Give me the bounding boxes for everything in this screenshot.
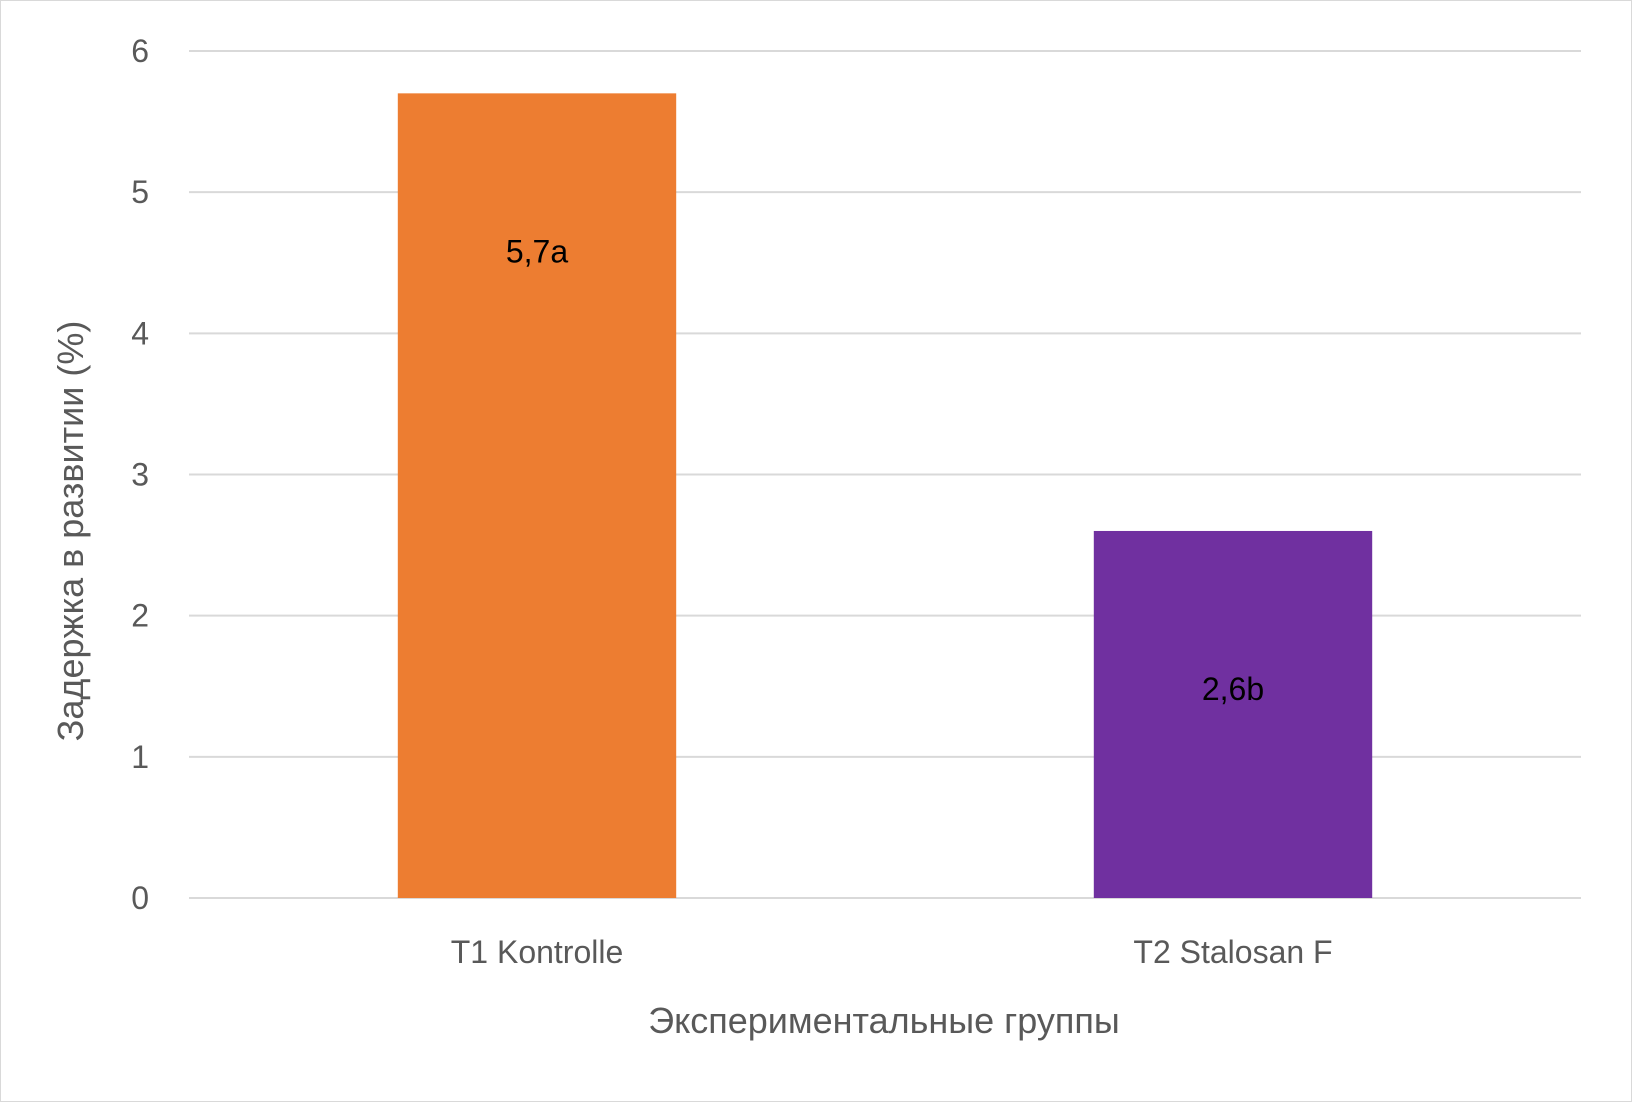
x-axis-title: Экспериментальные группы [648,1000,1120,1041]
x-tick-label: T1 Kontrolle [451,934,624,970]
bars [397,93,1373,899]
y-tick-label: 5 [131,174,149,210]
y-tick-label: 1 [131,739,149,775]
y-tick-label: 0 [131,880,149,916]
bar-2 [1093,530,1373,898]
bar-1 [397,93,677,899]
y-axis-ticks: 0 1 2 3 4 5 6 [131,33,149,916]
y-tick-label: 6 [131,33,149,69]
data-labels: 5,7a 2,6b [506,233,1264,707]
y-tick-label: 2 [131,598,149,634]
y-tick-label: 3 [131,457,149,493]
y-tick-label: 4 [131,315,149,351]
data-label: 2,6b [1202,671,1264,707]
x-tick-label: T2 Stalosan F [1133,934,1332,970]
x-axis-ticks: T1 Kontrolle T2 Stalosan F [451,934,1333,970]
data-label: 5,7a [506,233,568,269]
y-axis-title: Задержка в развитии (%) [50,321,91,742]
